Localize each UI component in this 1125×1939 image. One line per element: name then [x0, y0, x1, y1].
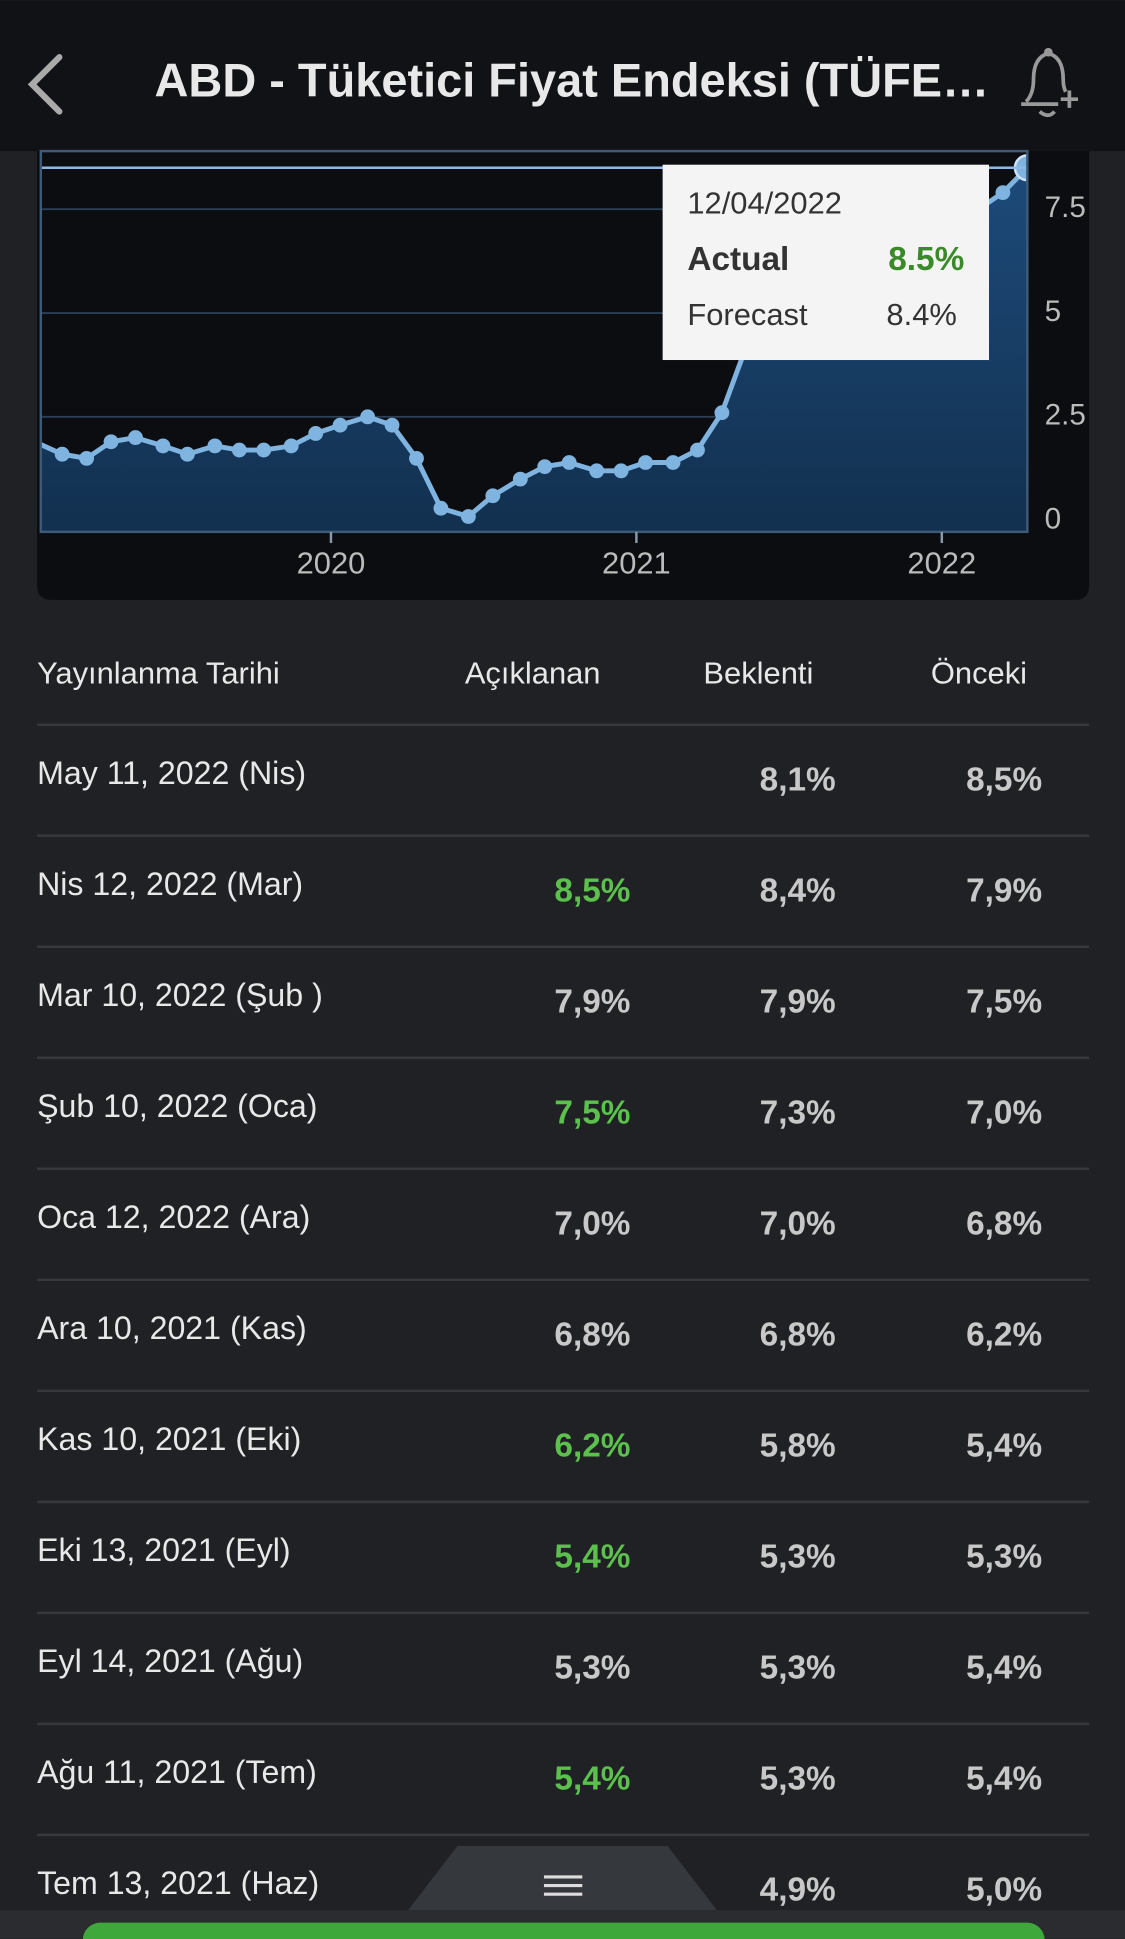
point [995, 185, 1011, 201]
point [256, 442, 272, 458]
actual: 7,5% [554, 1094, 630, 1131]
tooltip-box [662, 164, 990, 361]
tooltip-forecast-label: Forecast [687, 297, 808, 332]
previous: 7,5% [966, 983, 1042, 1020]
release-date: Nis 12, 2022 (Mar) [37, 866, 303, 902]
previous: 7,9% [966, 872, 1042, 909]
forecast: 8,1% [760, 761, 836, 798]
point [283, 438, 299, 454]
forecast: 7,3% [760, 1094, 836, 1131]
forecast: 8,4% [760, 872, 836, 909]
forecast: 5,3% [760, 1761, 836, 1798]
point [103, 434, 119, 450]
point [638, 455, 653, 470]
point [485, 488, 501, 504]
point [409, 450, 424, 466]
menu-icon[interactable] [543, 1875, 583, 1896]
title: ABD - Tüketici Fiyat Endeksi (TÜFE… [155, 54, 989, 107]
actual: 7,9% [554, 983, 630, 1020]
tooltip-date: 12/04/2022 [687, 186, 842, 221]
x-tick-label: 2022 [907, 545, 976, 580]
forecast: 7,0% [760, 1205, 836, 1242]
point [561, 455, 577, 470]
release-date: May 11, 2022 (Nis) [37, 755, 306, 791]
y-tick-label: 7.5 [1045, 191, 1086, 224]
point [537, 459, 553, 475]
release-date: Tem 13, 2021 (Haz) [37, 1865, 319, 1901]
forecast: 7,9% [760, 983, 836, 1020]
point [332, 417, 348, 433]
previous: 8,5% [966, 761, 1042, 798]
table: Yayınlanma Tarihi Açıklanan Beklenti Önceki… [37, 655, 1090, 1909]
point [54, 446, 70, 462]
forecast: 6,8% [760, 1316, 836, 1353]
previous: 5,4% [966, 1427, 1042, 1464]
actual: 5,3% [554, 1650, 630, 1687]
area [40, 167, 1028, 532]
point [231, 442, 247, 458]
actual: 7,0% [554, 1205, 630, 1242]
previous: 6,2% [966, 1316, 1042, 1353]
tooltip-actual-label: Actual [687, 241, 789, 278]
tooltip-actual: 8.5% [888, 241, 964, 278]
release-date: Ara 10, 2021 (Kas) [37, 1310, 307, 1346]
y-tick-label: 0 [1045, 502, 1062, 535]
tooltip: 12/04/2022 Actual 8.5% Forecast 8.4% [662, 164, 990, 361]
previous: 5,0% [966, 1872, 1042, 1909]
forecast: 5,3% [760, 1539, 836, 1576]
tooltip-forecast: 8.4% [886, 297, 956, 332]
point [714, 405, 730, 421]
point [613, 463, 629, 479]
previous: 6,8% [966, 1205, 1042, 1242]
x-tick-label: 2021 [602, 545, 671, 580]
previous: 7,0% [966, 1094, 1042, 1131]
point [690, 442, 705, 458]
back-button[interactable] [27, 54, 63, 115]
point [512, 471, 528, 487]
previous: 5,3% [966, 1539, 1042, 1576]
release-date: Eki 13, 2021 (Eyl) [37, 1532, 291, 1568]
point [207, 438, 223, 454]
point [308, 426, 324, 441]
previous: 5,4% [966, 1650, 1042, 1687]
action-button[interactable] [82, 1922, 1045, 1939]
header-bar [0, 0, 1125, 152]
previous: 5,4% [966, 1761, 1042, 1798]
column-header: Yayınlanma Tarihi [37, 655, 280, 690]
point [460, 509, 476, 524]
release-date: Oca 12, 2022 (Ara) [37, 1199, 310, 1235]
actual: 8,5% [554, 872, 630, 909]
release-date: Ağu 11, 2021 (Tem) [37, 1754, 317, 1790]
forecast: 4,9% [760, 1872, 836, 1909]
actual: 6,2% [554, 1427, 630, 1464]
point [155, 438, 171, 454]
forecast: 5,3% [760, 1650, 836, 1687]
release-date: Eyl 14, 2021 (Ağu) [37, 1643, 303, 1679]
actual: 5,4% [554, 1539, 630, 1576]
column-header: Önceki [931, 655, 1027, 690]
release-date: Şub 10, 2022 (Oca) [37, 1088, 317, 1124]
point [384, 417, 400, 433]
point [79, 450, 95, 466]
x-tick-label: 2020 [297, 545, 366, 580]
actual: 5,4% [554, 1761, 630, 1798]
forecast: 5,8% [760, 1427, 836, 1464]
point [360, 409, 376, 425]
column-header: Beklenti [703, 655, 813, 690]
point [128, 430, 143, 446]
point [589, 463, 605, 479]
point [179, 446, 195, 462]
y-tick-label: 2.5 [1045, 399, 1086, 432]
point [665, 455, 681, 470]
column-header: Açıklanan [465, 655, 601, 690]
alert-button[interactable] [1021, 47, 1079, 118]
actual: 6,8% [554, 1316, 630, 1353]
release-date: Mar 10, 2022 (Şub ) [37, 977, 323, 1013]
point [433, 500, 449, 516]
y-tick-label: 5 [1045, 295, 1062, 328]
plot-frame [39, 149, 1029, 534]
release-date: Kas 10, 2021 (Eki) [37, 1421, 301, 1457]
